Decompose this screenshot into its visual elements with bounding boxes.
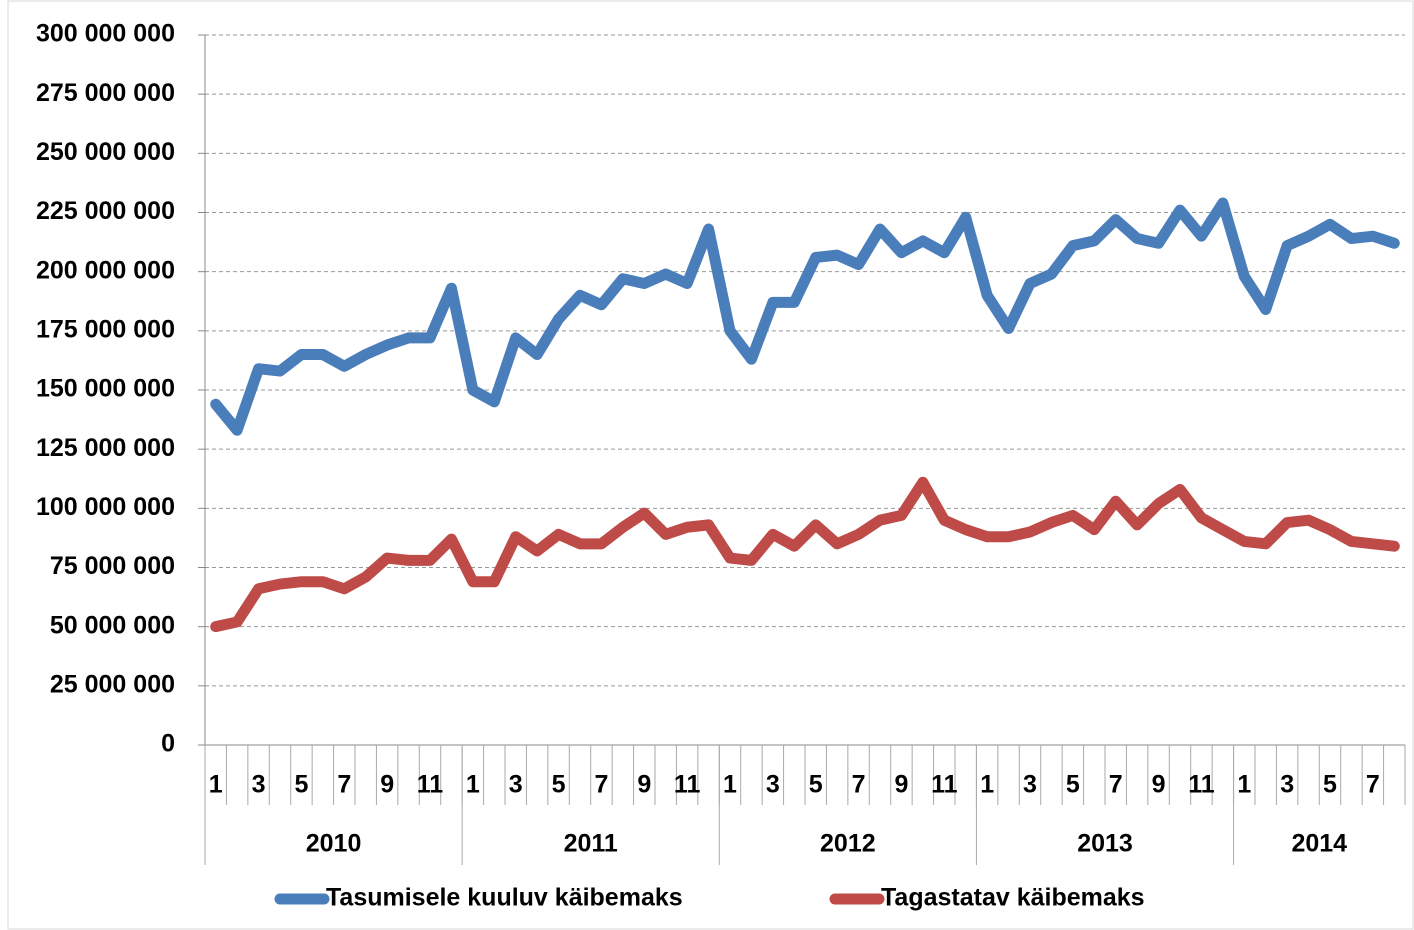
series-line [210,476,1400,633]
y-tick-label: 150 000 000 [36,375,175,403]
x-tick-label: 9 [380,771,394,799]
x-tick-label: 5 [809,771,823,799]
y-tick-label: 300 000 000 [36,20,175,48]
x-tick-label: 7 [1366,771,1380,799]
x-tick-label: 7 [852,771,866,799]
group-label: 2012 [820,830,876,858]
series-line [210,197,1400,436]
legend-label: Tasumisele kuuluv käibemaks [326,884,683,912]
y-tick-label: 250 000 000 [36,138,175,166]
y-tick-label: 75 000 000 [50,552,175,580]
x-tick-label: 3 [509,771,523,799]
y-tick-label: 100 000 000 [36,493,175,521]
x-tick-label: 1 [466,771,480,799]
x-tick-label: 3 [1280,771,1294,799]
x-tick-label: 11 [1188,771,1215,799]
x-tick-label: 5 [1323,771,1337,799]
group-label: 2014 [1291,830,1347,858]
x-tick-label: 5 [1066,771,1080,799]
y-tick-label: 50 000 000 [50,611,175,639]
group-label: 2011 [564,830,618,858]
x-tick-label: 11 [674,771,701,799]
x-tick-label: 5 [294,771,308,799]
x-tick-label: 3 [252,771,266,799]
x-tick-label: 3 [1023,771,1037,799]
x-tick-label: 1 [980,771,994,799]
x-tick-label: 3 [766,771,780,799]
x-tick-label: 9 [894,771,908,799]
chart-frame [7,0,1414,930]
x-tick-label: 7 [594,771,608,799]
y-tick-label: 175 000 000 [36,315,175,343]
x-tick-label: 1 [1237,771,1251,799]
x-tick-label: 11 [931,771,958,799]
x-tick-label: 9 [637,771,651,799]
y-tick-label: 275 000 000 [36,79,175,107]
x-tick-label: 7 [1109,771,1123,799]
y-tick-label: 225 000 000 [36,197,175,225]
x-tick-label: 1 [209,771,223,799]
y-tick-label: 125 000 000 [36,434,175,462]
y-tick-label: 0 [161,730,175,758]
x-tick-label: 1 [723,771,737,799]
x-tick-label: 9 [1152,771,1166,799]
y-tick-label: 200 000 000 [36,256,175,284]
group-label: 2010 [306,830,362,858]
group-label: 2013 [1077,830,1133,858]
x-tick-label: 11 [417,771,444,799]
x-tick-label: 7 [337,771,351,799]
y-tick-label: 25 000 000 [50,670,175,698]
legend-label: Tagastatav käibemaks [881,884,1145,912]
x-tick-label: 5 [552,771,566,799]
